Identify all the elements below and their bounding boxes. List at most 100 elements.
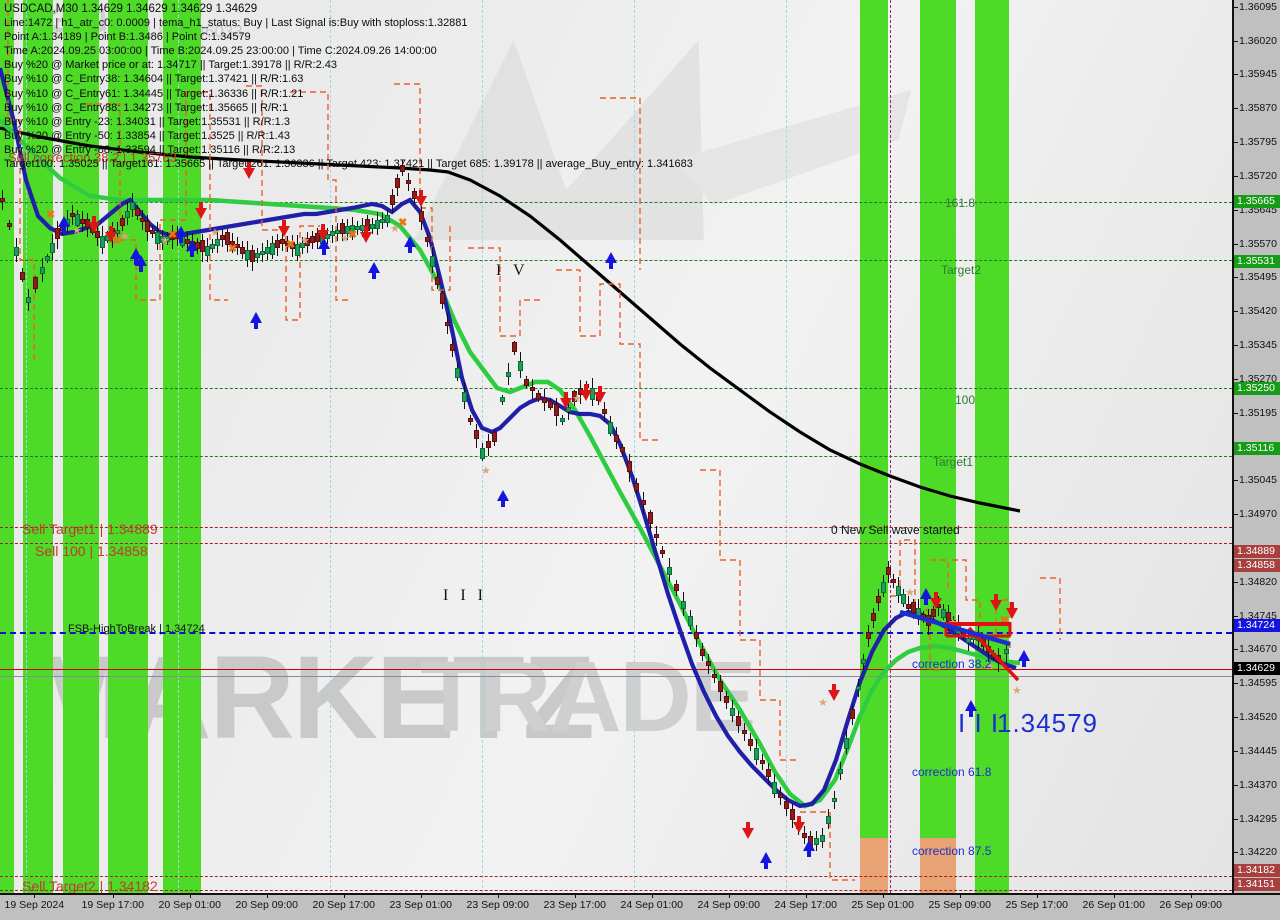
candle-body — [608, 421, 613, 435]
time-tick: 23 Sep 01:00 — [389, 893, 452, 911]
candle-body — [450, 343, 455, 351]
price-tag-green: 1.35116 — [1234, 442, 1280, 456]
price-tag-green: 1.35531 — [1234, 255, 1280, 269]
candle-body — [305, 238, 310, 246]
buy-arrow-icon — [175, 226, 187, 243]
price-tick: 1.34745 — [1234, 610, 1280, 622]
star-icon: ★ — [390, 223, 400, 235]
candle-body — [512, 341, 517, 352]
candle-body — [235, 243, 240, 248]
candle-body — [784, 801, 789, 810]
time-tick: 19 Sep 2024 — [4, 893, 65, 911]
candle-body — [881, 581, 886, 594]
price-tick: 1.35570 — [1234, 238, 1280, 250]
candle-body — [911, 601, 916, 614]
candle-body — [542, 397, 547, 404]
candle-body — [75, 214, 80, 226]
level-1618 — [0, 202, 1232, 203]
buy-arrow-icon — [1018, 650, 1030, 667]
price-tick: 1.34970 — [1234, 508, 1280, 520]
sell-arrow-icon — [930, 592, 942, 609]
price-tick: 1.35495 — [1234, 271, 1280, 283]
candle-body — [838, 768, 843, 775]
candle-body — [742, 729, 747, 735]
price-tag-red: 1.34182 — [1234, 863, 1280, 877]
time-tick: 23 Sep 09:00 — [466, 893, 529, 911]
annotation-fib-1618: 161.8 — [945, 196, 976, 210]
candle-body — [718, 680, 723, 693]
candle-body — [412, 191, 417, 200]
candle-body — [125, 211, 130, 219]
candle-body — [345, 226, 350, 235]
candle-body — [876, 595, 881, 603]
candle-body — [674, 583, 679, 591]
candle-body — [730, 707, 735, 717]
candle-body — [802, 832, 807, 839]
info-line: Line:1472 | h1_atr_c0: 0.0009 | tema_h1_… — [4, 17, 468, 30]
candle-body — [440, 293, 445, 304]
candle-body — [700, 649, 705, 656]
price-tag-red: 1.34151 — [1234, 877, 1280, 891]
candle-body — [931, 608, 936, 618]
cross-icon: ✖ — [348, 229, 358, 241]
candle-body — [891, 578, 896, 584]
candle-body — [220, 235, 225, 241]
cross-icon: ✖ — [168, 229, 178, 241]
cross-icon: ✖ — [286, 239, 296, 251]
annotation-sell-correction-382: Sell correction 38.2 | 1.35763 — [8, 150, 177, 165]
buy-arrow-icon — [965, 700, 977, 717]
candle-body — [300, 242, 305, 248]
candle-body — [455, 368, 460, 379]
candle-body — [240, 247, 245, 255]
candle-body — [778, 793, 783, 799]
info-line: Buy %20 @ Entry -88: 1.33594 || Target:1… — [4, 143, 296, 156]
price-tick: 1.34295 — [1234, 813, 1280, 825]
candle-body — [468, 417, 473, 422]
star-icon: ★ — [905, 587, 915, 599]
candle-body — [627, 460, 632, 472]
watermark-brand-sub: TRADE — [420, 641, 756, 753]
candle-body — [548, 401, 553, 409]
star-icon: ★ — [340, 233, 350, 245]
candle-body — [418, 211, 424, 222]
candle-body — [530, 386, 535, 392]
time-tick: 26 Sep 09:00 — [1159, 893, 1222, 911]
candle-body — [602, 409, 607, 415]
sell-arrow-icon — [742, 822, 754, 839]
candle-body — [0, 198, 5, 202]
candle-body — [861, 659, 866, 665]
price-tick: 1.34595 — [1234, 677, 1280, 689]
time-axis[interactable]: 19 Sep 2024 19 Sep 17:00 20 Sep 01:00 20 Se… — [0, 893, 1280, 920]
candle-body — [712, 673, 717, 679]
chart-plot-area[interactable]: MARKETZ TRADE 1.36002 Sell correction 61… — [0, 0, 1232, 893]
star-icon: ★ — [300, 235, 310, 247]
price-tick: 1.35195 — [1234, 407, 1280, 419]
candle-body — [33, 276, 38, 290]
price-tag-red: 1.34889 — [1234, 544, 1280, 558]
candle-body — [40, 267, 45, 275]
price-tick: 1.35720 — [1234, 170, 1280, 182]
annotation-fsb-high-to-break: FSB-HighToBreak | 1.34724 — [68, 623, 205, 635]
candle-body — [370, 223, 375, 229]
session-band-alt — [920, 838, 956, 893]
annotation-wave-mark-iii-right: I I I — [958, 708, 1000, 738]
buy-arrow-icon — [920, 588, 932, 605]
candle-body — [871, 612, 876, 622]
star-icon: ★ — [572, 393, 582, 405]
candle-body — [406, 179, 411, 185]
candle-body — [385, 214, 390, 224]
price-axis[interactable]: 1.36095 1.36020 1.35945 1.35870 1.35795 1.357… — [1232, 0, 1280, 893]
candle-body — [375, 219, 380, 229]
annotation-target1: Target1 — [933, 455, 974, 469]
candle-body — [395, 178, 400, 189]
candle-body — [820, 835, 825, 843]
price-tick: 1.34670 — [1234, 643, 1280, 655]
info-line: Buy %20 @ Market price or at: 1.34717 ||… — [4, 59, 338, 72]
price-tick: 1.35795 — [1234, 136, 1280, 148]
session-divider — [786, 0, 787, 893]
session-divider — [634, 0, 635, 893]
candle-body — [614, 435, 619, 442]
candle-body — [130, 201, 135, 211]
sell-arrow-icon — [360, 226, 372, 243]
